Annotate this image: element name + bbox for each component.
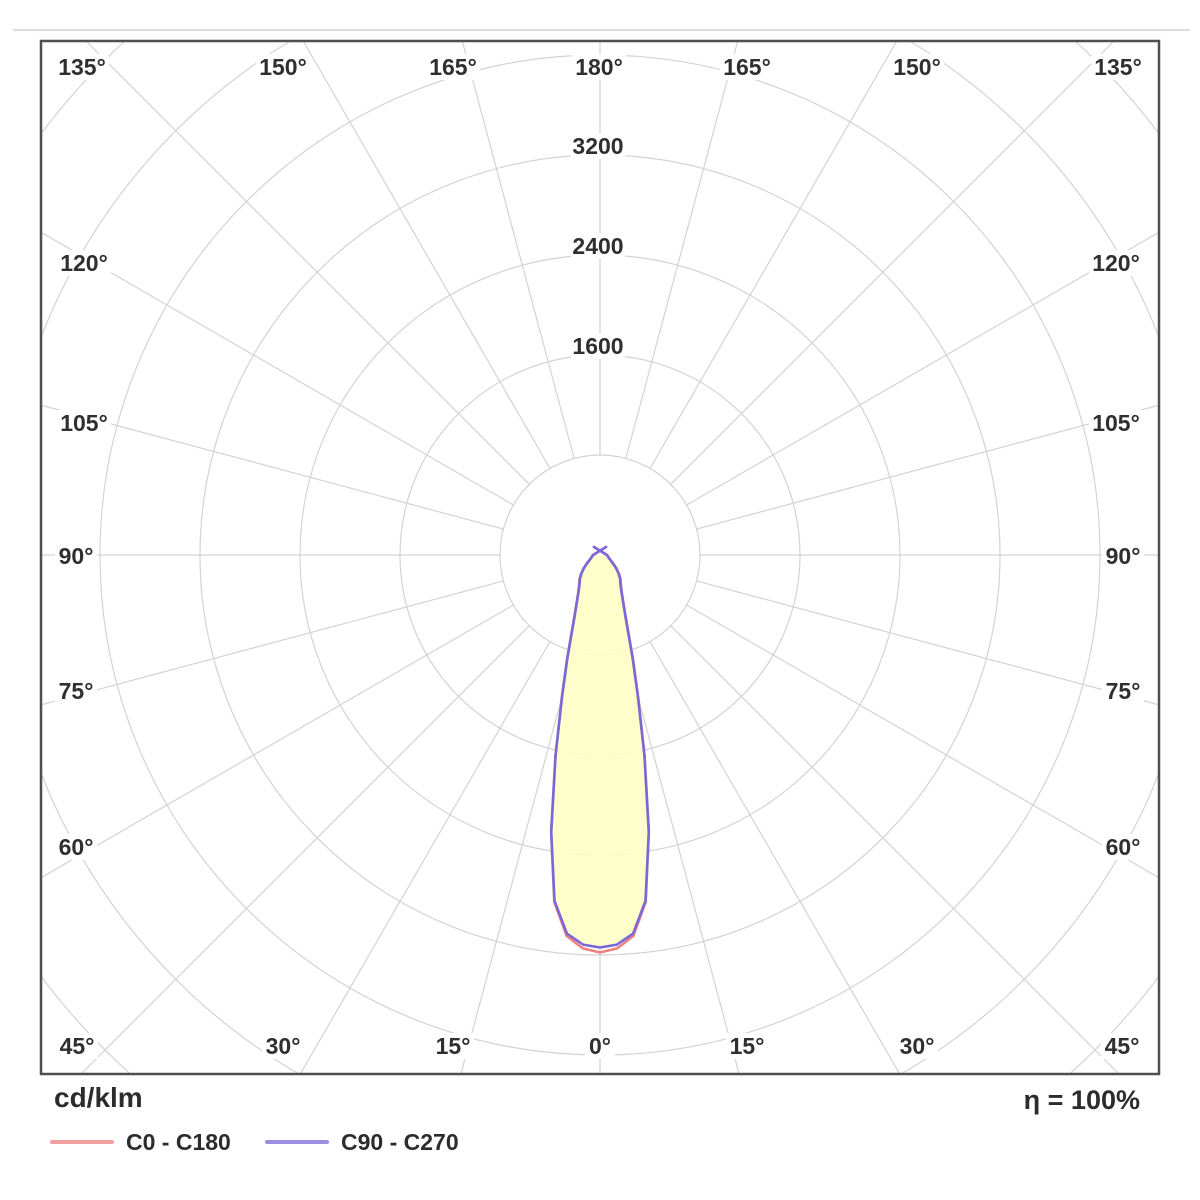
angle-label-bottom-bg [726,1033,768,1059]
radial-value-label-bg [571,133,625,159]
angle-label-left: 75° [59,678,94,704]
angle-label-right: 60° [1106,834,1141,860]
angle-label-top-bg [55,54,109,80]
angle-label-right-bg [1102,678,1144,704]
angle-label-right-bg [1102,543,1144,569]
angle-label-bottom-bg [432,1033,474,1059]
angle-label-top: 165° [723,54,771,80]
angle-label-right: 90° [1106,543,1141,569]
angle-label-bottom: 15° [436,1033,471,1059]
axis-labels: 1600 2400 3200 135° 150° 165° 180° 165° 150° 135°… [55,54,1145,1059]
angle-label-bottom-bg [56,1033,98,1059]
radial-value-label: 1600 [572,333,623,359]
diagram-border [39,39,1161,1076]
angle-label-left-bg [55,834,97,860]
angle-label-right-bg [1089,250,1143,276]
angle-label-bottom: 30° [266,1033,301,1059]
angle-label-left-bg [57,250,111,276]
angle-label-bottom-bg [262,1033,304,1059]
grid-radial-line [625,651,740,1074]
angle-label-top: 135° [1094,54,1142,80]
angle-label-top: 150° [893,54,941,80]
angle-label-left: 90° [59,543,94,569]
grid-radial-line [460,651,575,1074]
grid-radial-line [461,41,575,459]
radial-value-label-bg [571,333,625,359]
grid-radial-line [670,41,1115,485]
angle-label-top: 165° [429,54,477,80]
angle-label-top-bg [256,54,310,80]
grid-radial-line [625,41,739,459]
angle-label-bottom: 45° [60,1033,95,1059]
grid-radial-line [696,404,1159,530]
angle-label-left-bg [57,410,111,436]
grid-radial-line [686,604,1159,879]
radial-value-label: 2400 [572,233,623,259]
angle-label-top-bg [890,54,944,80]
grid-radial-line [649,41,898,469]
radial-value-label-bg [571,233,625,259]
c90-c270-curve [549,545,651,949]
angle-label-right: 75° [1106,678,1141,704]
angle-label-bottom-bg [1101,1033,1143,1059]
angle-label-left: 60° [59,834,94,860]
grid-radial-line [649,641,901,1074]
angle-label-top: 150° [259,54,307,80]
angle-label-bottom-bg [585,1033,615,1059]
angle-label-right: 120° [1092,250,1140,276]
angle-label-bottom: 15° [730,1033,765,1059]
grid-radial-line [670,625,1120,1074]
grid-radial-line [302,41,551,469]
angle-label-bottom-bg [896,1033,938,1059]
angle-label-top: 135° [58,54,106,80]
angle-label-left-bg [55,543,97,569]
top-divider-line [13,29,1190,31]
grid-radial-line [41,604,514,879]
angle-label-right-bg [1102,834,1144,860]
angle-label-top-bg [1091,54,1145,80]
angle-label-bottom: 30° [900,1033,935,1059]
angle-label-top-bg [720,54,774,80]
angle-label-left-bg [55,678,97,704]
grid-radial-line [80,625,530,1074]
angle-label-bottom: 0° [589,1033,611,1059]
angle-label-right-bg [1089,410,1143,436]
angle-label-bottom: 45° [1105,1033,1140,1059]
grid-radial-line [299,641,551,1074]
angle-label-top-bg [426,54,480,80]
radial-value-label: 3200 [572,133,623,159]
grid-radial-line [696,580,1159,706]
grid-radial-line [41,404,504,530]
grid-radial-line [41,580,504,706]
grid-radial-line [41,231,514,506]
intensity-distribution-fill [551,555,649,948]
angle-label-top-bg [572,54,626,80]
angle-label-left: 120° [60,250,108,276]
grid-radial-line [686,231,1159,506]
angle-label-top: 180° [575,54,623,80]
grid-radial-line [85,41,530,485]
angle-label-left: 105° [60,410,108,436]
angle-label-right: 105° [1092,410,1140,436]
